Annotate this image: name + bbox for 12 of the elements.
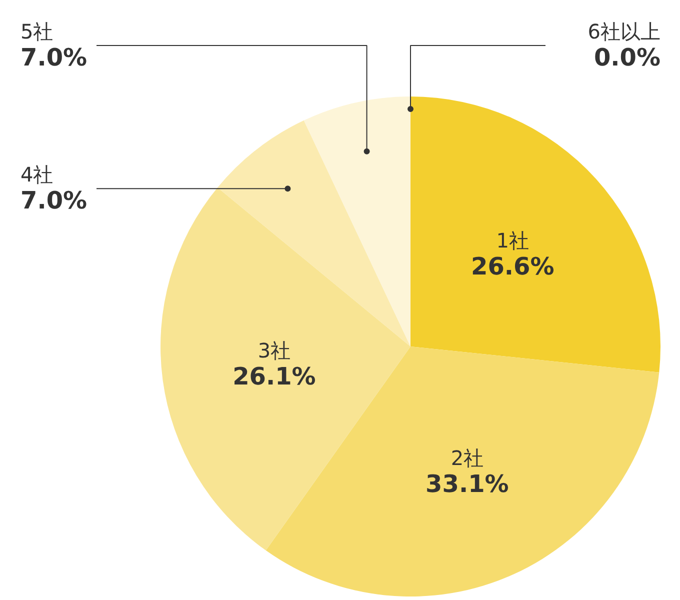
data-label: 7.0% (20, 186, 88, 215)
data-label: 26.6% (471, 252, 554, 280)
slice-label: 5社 (20, 20, 54, 44)
category-label: 6社以上 (588, 20, 661, 44)
slice-label: 2社 (450, 446, 484, 470)
slice-label: 3社 (258, 338, 291, 363)
data-label: 26.1% (232, 362, 316, 391)
data-label: 33.1% (426, 470, 509, 498)
slice-label: 4社 (20, 162, 54, 187)
slice-label: 1社 (496, 228, 530, 252)
data-label: 7.0% (20, 44, 88, 72)
text: 0.0% (594, 44, 660, 72)
